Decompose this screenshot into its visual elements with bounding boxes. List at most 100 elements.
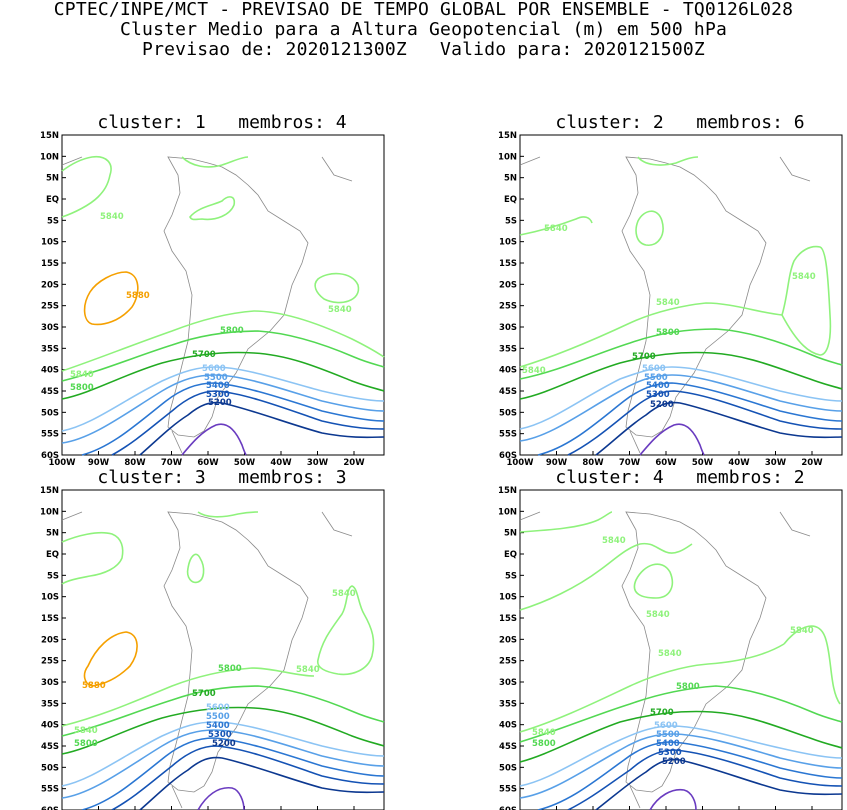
lat-tick-label: 50S bbox=[41, 763, 59, 773]
lat-tick-label: 55S bbox=[499, 430, 517, 440]
label-5840: 5840 bbox=[522, 366, 546, 376]
forecast-dates: Previsao de: 2020121300Z Valido para: 20… bbox=[0, 40, 847, 60]
contour-5200 bbox=[596, 403, 842, 456]
contour-5840-amazon bbox=[636, 211, 663, 245]
contour-5300 bbox=[568, 750, 842, 810]
lat-tick-label: 55S bbox=[499, 785, 517, 795]
lat-tick-label: 45S bbox=[499, 387, 517, 397]
label-5800: 5800 bbox=[70, 383, 94, 393]
lat-tick-label: 10N bbox=[498, 152, 517, 162]
figure-title: CPTEC/INPE/MCT - PREVISAO DE TEMPO GLOBA… bbox=[0, 0, 847, 20]
label-5840: 5840 bbox=[646, 610, 670, 620]
lat-tick-label: 25S bbox=[41, 657, 59, 667]
label-5800: 5800 bbox=[656, 328, 680, 338]
contour-5800 bbox=[520, 329, 842, 379]
lon-tick-label: 100W bbox=[506, 458, 534, 468]
lon-tick-label: 20W bbox=[343, 458, 365, 468]
land-fragments bbox=[62, 157, 352, 453]
lat-tick-label: 5S bbox=[505, 216, 517, 226]
contour-5840-north bbox=[182, 157, 248, 167]
contour-5300 bbox=[112, 391, 384, 455]
label-5840: 5840 bbox=[790, 626, 814, 636]
contour-5100 bbox=[640, 424, 704, 455]
label-5840: 5840 bbox=[332, 589, 356, 599]
contour-5100 bbox=[182, 424, 246, 455]
label-5880: 5880 bbox=[82, 681, 106, 691]
lat-tick-label: 15S bbox=[41, 259, 59, 269]
lat-tick-label: 10S bbox=[41, 593, 59, 603]
panel-title: cluster: 2 membros: 6 bbox=[480, 113, 847, 133]
label-5840: 5840 bbox=[100, 212, 124, 222]
contour-5840-main bbox=[62, 311, 384, 371]
contour-5840-bolivia bbox=[188, 554, 204, 582]
contour-5840-north bbox=[198, 512, 258, 517]
south-america-outline bbox=[164, 512, 308, 792]
lat-tick-label: 5N bbox=[46, 529, 59, 539]
label-5840: 5840 bbox=[296, 665, 320, 675]
lat-tick-label: 15S bbox=[41, 614, 59, 624]
contour-labels: 5880 5840 5840 5840 5800 5800 5700 5600 … bbox=[74, 589, 356, 749]
lat-tick-label: 25S bbox=[41, 302, 59, 312]
map-plot: 15N10N5NEQ5S10S15S20S25S30S35S40S45S50S5… bbox=[480, 135, 847, 455]
label-5840: 5840 bbox=[658, 649, 682, 659]
label-5840: 5840 bbox=[328, 305, 352, 315]
contour-5300 bbox=[568, 391, 842, 455]
lon-tick-label: 100W bbox=[48, 458, 76, 468]
lat-tick-label: 40S bbox=[499, 721, 517, 731]
label-5200: 5200 bbox=[208, 398, 232, 408]
lat-tick-label: 10S bbox=[499, 238, 517, 248]
label-5840: 5840 bbox=[602, 536, 626, 546]
lat-tick-label: 60S bbox=[41, 806, 59, 810]
lat-tick-label: 15N bbox=[40, 486, 59, 496]
label-5200: 5200 bbox=[662, 757, 686, 767]
lon-tick-label: 20W bbox=[801, 458, 823, 468]
figure-subtitle: Cluster Medio para a Altura Geopotencial… bbox=[0, 20, 847, 40]
lat-tick-label: 5S bbox=[505, 571, 517, 581]
label-5840: 5840 bbox=[792, 272, 816, 282]
contour-5840-loop bbox=[520, 544, 692, 610]
south-america-outline bbox=[622, 512, 766, 792]
contours bbox=[520, 157, 842, 455]
lat-tick-label: 25S bbox=[499, 657, 517, 667]
axes: 15N10N5NEQ5S10S15S20S25S30S35S40S45S50S5… bbox=[40, 486, 384, 810]
lat-tick-label: 45S bbox=[499, 742, 517, 752]
lat-tick-label: 5S bbox=[47, 571, 59, 581]
label-5300: 5300 bbox=[646, 390, 670, 400]
label-5800: 5800 bbox=[532, 739, 556, 749]
label-5840: 5840 bbox=[532, 728, 556, 738]
map-plot: 15N10N5NEQ5S10S15S20S25S30S35S40S45S50S5… bbox=[22, 135, 422, 455]
lat-tick-label: 5S bbox=[47, 216, 59, 226]
lat-tick-label: 10N bbox=[40, 507, 59, 517]
label-5840: 5840 bbox=[544, 224, 568, 234]
south-america-outline bbox=[622, 157, 766, 437]
lat-tick-label: 10N bbox=[40, 152, 59, 162]
label-5800: 5800 bbox=[74, 739, 98, 749]
lat-tick-label: 40S bbox=[41, 366, 59, 376]
lat-tick-label: 55S bbox=[41, 785, 59, 795]
lat-tick-label: 60S bbox=[499, 806, 517, 810]
lat-tick-label: 15N bbox=[40, 131, 59, 141]
lat-tick-label: 25S bbox=[499, 302, 517, 312]
lat-tick-label: 35S bbox=[41, 699, 59, 709]
contour-5840-north bbox=[638, 157, 698, 165]
south-america-outline bbox=[164, 157, 308, 437]
lat-tick-label: 40S bbox=[499, 366, 517, 376]
panel-title: cluster: 3 membros: 3 bbox=[22, 468, 422, 488]
lat-tick-label: 50S bbox=[499, 408, 517, 418]
panel-title: cluster: 1 membros: 4 bbox=[22, 113, 422, 133]
map-plot: 15N10N5NEQ5S10S15S20S25S30S35S40S45S50S5… bbox=[480, 490, 847, 810]
lat-tick-label: 50S bbox=[41, 408, 59, 418]
lat-tick-label: 30S bbox=[41, 678, 59, 688]
lat-tick-label: 30S bbox=[499, 323, 517, 333]
label-5800: 5800 bbox=[676, 682, 700, 692]
contour-5840-west bbox=[62, 157, 111, 217]
label-5700: 5700 bbox=[192, 350, 216, 360]
contour-5840-bolivia bbox=[634, 564, 672, 598]
lat-tick-label: 35S bbox=[499, 699, 517, 709]
lat-tick-label: 50S bbox=[499, 763, 517, 773]
label-5800: 5800 bbox=[218, 664, 242, 674]
lat-tick-label: 40S bbox=[41, 721, 59, 731]
contour-5100 bbox=[198, 788, 244, 810]
panel-title: cluster: 4 membros: 2 bbox=[480, 468, 847, 488]
